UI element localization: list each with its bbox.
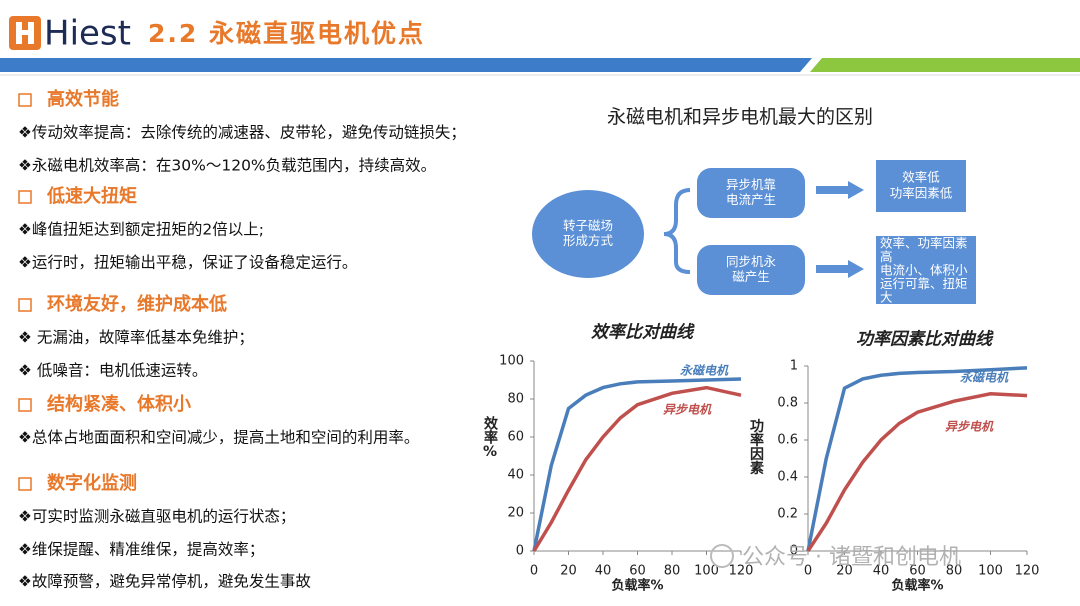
x-tick-label: 0: [804, 564, 812, 579]
y-tick-label: 20: [507, 506, 524, 521]
diagram-node-label: 效率、功率因素: [880, 236, 968, 251]
diagram-node: [697, 168, 805, 218]
section-heading: 低速大扭矩: [46, 185, 137, 207]
y-tick-label: 0.6: [777, 433, 798, 448]
series-line: [532, 385, 742, 552]
series-label: 异步电机: [945, 420, 994, 434]
bullet-item: ❖总体占地面面积和空间减少，提高土地和空间的利用率。: [18, 429, 419, 447]
heading-box: [18, 398, 32, 412]
bullet-item: ❖维保提醒、精准维保，提高效率；: [18, 541, 264, 559]
chart-title: 效率比对曲线: [591, 323, 695, 343]
diagram-brace: [663, 188, 691, 274]
y-tick-label: 80: [507, 392, 524, 407]
series-line: [532, 377, 742, 552]
diagram-node-label: 电流小、体积小: [880, 263, 968, 278]
diagram-node-label: 功率因素低: [890, 186, 953, 201]
watermark-icon: [710, 544, 734, 568]
y-tick-label: 0.4: [777, 470, 798, 485]
x-tick-label: 120: [1015, 564, 1040, 579]
diagram-node-label: 运行可靠、扭矩: [880, 276, 968, 291]
x-tick-label: 100: [694, 564, 719, 579]
diagram-node-label: 形成方式: [563, 233, 614, 248]
series-label: 永磁电机: [680, 364, 729, 378]
y-tick-label: 40: [507, 468, 524, 483]
page-title: 2.2 永磁直驱电机优点: [148, 19, 425, 48]
bullet-item: ❖永磁电机效率高：在30%～120%负载范围内，持续高效。: [18, 157, 436, 175]
series-label: 异步电机: [663, 403, 712, 417]
y-tick-label: 60: [507, 430, 524, 445]
diagram-node-label: 大: [880, 290, 893, 305]
bullet-item: ❖传动效率提高：去除传统的减速器、皮带轮，避免传动链损失；: [18, 124, 466, 142]
y-axis-label: 功率因素: [748, 419, 764, 476]
header-bar-blue: [0, 58, 812, 72]
bullet-item: ❖运行时，扭矩输出平稳，保证了设备稳定运行。: [18, 254, 357, 272]
x-tick-label: 40: [595, 564, 612, 579]
x-tick-label: 80: [664, 564, 681, 579]
x-tick-label: 80: [946, 564, 963, 579]
diagram-node-label: 异步机靠: [726, 177, 776, 192]
series-line: [806, 391, 1028, 552]
x-tick-label: 20: [836, 564, 853, 579]
heading-box: [18, 93, 32, 107]
bullet-item: ❖可实时监测永磁直驱电机的运行状态；: [18, 508, 295, 526]
watermark: 公众号 · 诸暨和创电机: [742, 545, 961, 570]
x-tick-label: 120: [729, 564, 754, 579]
bullet-item: ❖故障预警，避免异常停机，避免发生事故: [18, 573, 311, 591]
diagram-node-label: 效率低: [902, 170, 940, 185]
bullet-item: ❖峰值扭矩达到额定扭矩的2倍以上;: [18, 221, 264, 239]
x-axis-label: 负载率%: [891, 578, 943, 594]
x-tick-label: 60: [909, 564, 926, 579]
header-bar-green: [810, 58, 1080, 72]
diagram-title: 永磁电机和异步电机最大的区别: [607, 106, 873, 128]
y-tick-label: 100: [499, 354, 524, 369]
section-heading: 结构紧凑、体积小: [47, 393, 191, 415]
x-tick-label: 20: [560, 564, 577, 579]
section-heading: 高效节能: [47, 88, 119, 110]
heading-box: [18, 190, 32, 204]
diagram-node-label: 同步机永: [726, 254, 777, 269]
x-tick-label: 0: [530, 564, 538, 579]
y-tick-label: 0.2: [777, 507, 798, 522]
bullet-item: ❖ 无漏油，故障率低基本免维护；: [18, 329, 254, 347]
x-tick-label: 60: [629, 564, 646, 579]
diagram-arrow: [816, 181, 864, 199]
section-heading: 数字化监测: [47, 472, 137, 494]
logo-text: Hiest: [44, 14, 131, 54]
diagram-node: [532, 190, 644, 278]
x-axis-label: 负载率%: [611, 578, 663, 594]
series-line: [806, 366, 1028, 552]
series-label: 永磁电机: [960, 371, 1009, 385]
y-axis-label: 效率%: [482, 415, 498, 460]
section-heading: 环境友好，维护成本低: [47, 293, 227, 315]
y-tick-label: 0: [516, 544, 524, 559]
chart-title: 功率因素比对曲线: [856, 330, 994, 350]
diagram-node: [876, 160, 966, 212]
heading-box: [18, 298, 32, 312]
y-tick-label: 0.8: [777, 396, 798, 411]
diagram-node-label: 磁产生: [732, 269, 770, 284]
logo-icon-part: [16, 30, 34, 35]
diagram-arrow: [816, 260, 864, 278]
heading-box: [18, 477, 32, 491]
diagram-node-label: 电流产生: [726, 192, 776, 207]
x-tick-label: 100: [978, 564, 1003, 579]
diagram-node-label: 转子磁场: [563, 218, 613, 233]
bullet-item: ❖ 低噪音：电机低速运转。: [18, 362, 207, 380]
diagram-node: [697, 245, 805, 295]
y-tick-label: 0: [790, 544, 798, 559]
diagram-node-label: 高: [880, 249, 893, 264]
diagram-node: [876, 236, 976, 304]
x-tick-label: 40: [873, 564, 890, 579]
y-tick-label: 1: [790, 359, 798, 374]
